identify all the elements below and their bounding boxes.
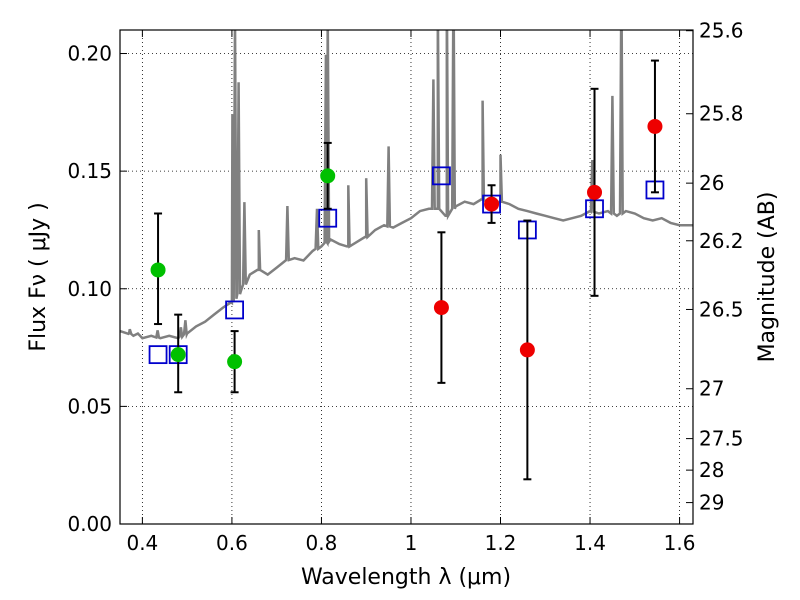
axis-ticks: 0.4 0.6 0.8 1 1.2 1.4 1.6 0.00 0.05 0.10 0.15 0.20 2… [67, 19, 743, 555]
y-tick-label: 0.00 [67, 512, 112, 536]
gridlines [120, 30, 693, 525]
x-tick-label: 0.4 [126, 531, 158, 555]
right-axis-label: Magnitude (AB) [755, 192, 780, 363]
x-tick-label: 0.8 [306, 531, 338, 555]
right-tick-label: 26 [699, 171, 724, 195]
red-data-point [587, 184, 603, 200]
plot-frame [119, 29, 694, 525]
red-data-point [433, 300, 449, 316]
y-tick-label: 0.15 [67, 159, 112, 183]
x-tick-label: 1.6 [664, 531, 696, 555]
green-data-point [320, 168, 336, 184]
model-square-point [432, 166, 451, 186]
right-tick-label: 25.8 [699, 102, 744, 126]
x-tick-label: 1 [405, 531, 418, 555]
right-tick-label: 27 [699, 377, 724, 401]
y-tick-label: 0.10 [67, 277, 112, 301]
right-tick-label: 26.5 [699, 297, 744, 321]
right-tick-label: 26.2 [699, 229, 744, 253]
model-square-point [148, 345, 168, 365]
x-tick-label: 1.4 [574, 531, 606, 555]
right-tick-label: 29 [699, 491, 724, 515]
x-tick-label: 0.6 [216, 531, 248, 555]
green-data-point [150, 262, 166, 278]
red-data-point [647, 118, 663, 134]
x-tick-label: 1.2 [485, 531, 517, 555]
y-tick-label: 0.20 [67, 42, 112, 66]
green-data-point [227, 354, 243, 370]
y-axis-label: Flux Fν ( μJy ) [26, 202, 51, 351]
right-tick-label: 25.6 [699, 19, 744, 43]
y-tick-label: 0.05 [67, 394, 112, 418]
right-tick-label: 27.5 [699, 427, 744, 451]
green-data-point [170, 347, 186, 363]
x-axis-label: Wavelength λ (μm) [301, 565, 511, 590]
red-data-point [484, 196, 500, 212]
template-spectrum-line [120, 30, 693, 340]
data-points [148, 59, 665, 481]
model-square-point [225, 300, 245, 320]
red-data-point [519, 342, 535, 358]
template-spectrum [120, 30, 693, 340]
right-tick-label: 28 [699, 458, 724, 482]
